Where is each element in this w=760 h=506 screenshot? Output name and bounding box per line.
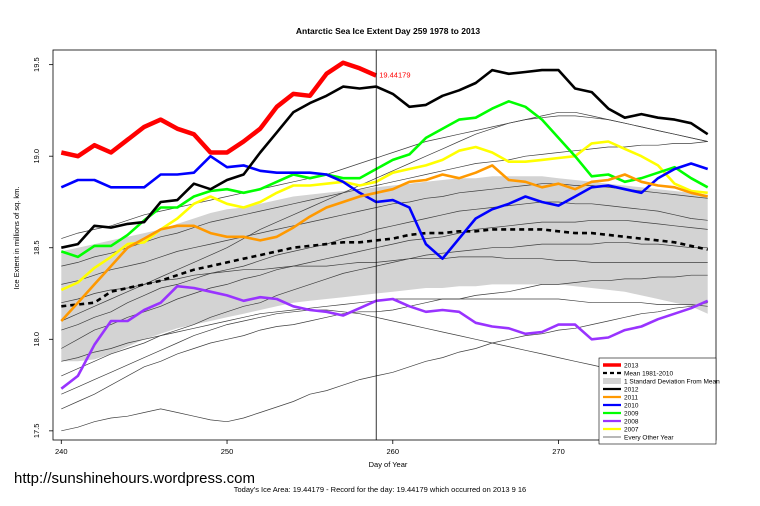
other-year-line-4 <box>61 219 708 349</box>
y-tick-label-19.5: 19.5 <box>32 57 41 72</box>
x-tick-label-270: 270 <box>552 447 565 456</box>
y-tick-label-18: 18.0 <box>32 332 41 347</box>
other-year-line-3 <box>61 241 708 377</box>
current-value-annotation: 19.44179 <box>379 70 410 79</box>
series-line-2009 <box>60 100 709 259</box>
other-year-line-9 <box>61 115 708 239</box>
other-year-line-5 <box>61 201 708 331</box>
year-series-lines <box>60 60 709 390</box>
series-line-2008 <box>60 284 709 390</box>
mean-1981-2010-line <box>61 228 708 308</box>
other-year-line-8 <box>61 111 708 322</box>
x-tick-label-260: 260 <box>387 447 400 456</box>
footer-note: Today's Ice Area: 19.44179 - Record for … <box>233 485 527 494</box>
plot-frame <box>52 49 717 441</box>
every-other-year-lines <box>61 111 708 432</box>
axes: 240 250 260 270 17.5 18.0 18.5 19.0 19.5 <box>32 57 565 456</box>
std-dev-band-area <box>61 176 708 362</box>
series-line-2013 <box>60 60 378 159</box>
y-tick-label-18.5: 18.5 <box>32 240 41 255</box>
watermark-url: http://sunshinehours.wordpress.com <box>14 470 255 487</box>
series-line-2007 <box>60 140 708 292</box>
x-tick-label-240: 240 <box>55 447 68 456</box>
legend-label-2011: 2011 <box>624 395 638 402</box>
y-tick-label-17.5: 17.5 <box>32 424 41 439</box>
y-axis-label: Ice Extent in millions of sq. km. <box>12 187 21 290</box>
legend-label-2008: 2008 <box>624 419 639 426</box>
other-year-line-7 <box>61 141 708 267</box>
series-line-2012 <box>61 68 709 249</box>
legend-label-mean-1981-2010: Mean 1981-2010 <box>624 371 674 378</box>
legend-label-2012: 2012 <box>624 387 639 394</box>
y-tick-label-19: 19.0 <box>32 149 41 164</box>
legend-label-2007: 2007 <box>624 427 639 434</box>
series-line-2010 <box>60 154 709 261</box>
chart-title: Antarctic Sea Ice Extent Day 259 1978 to… <box>296 26 481 36</box>
legend-key-1-standard-deviation-from-mean <box>603 378 621 384</box>
mean-line <box>61 228 708 308</box>
other-year-line-1 <box>61 302 708 432</box>
legend-label-2010: 2010 <box>624 403 639 410</box>
legend-label-2009: 2009 <box>624 411 639 418</box>
series-line-2011 <box>60 164 708 322</box>
x-axis-label: Day of Year <box>369 460 408 469</box>
other-year-line-2 <box>61 274 708 410</box>
other-year-line-10 <box>61 256 708 304</box>
legend-label-1-standard-deviation-from-mean: 1 Standard Deviation From Mean <box>624 379 720 386</box>
x-tick-label-250: 250 <box>221 447 234 456</box>
legend-label-every-other-year: Every Other Year <box>624 435 674 442</box>
legend-label-2013: 2013 <box>624 363 639 370</box>
std-dev-band <box>61 176 708 362</box>
